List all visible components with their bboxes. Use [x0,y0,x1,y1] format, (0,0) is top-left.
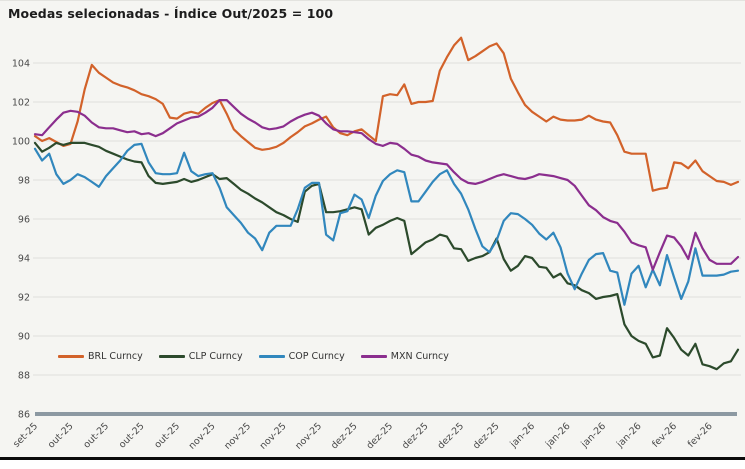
series-line-cop [33,142,740,306]
y-tick-label: 102 [12,98,30,109]
x-tick-label: dez-25 [329,421,360,452]
legend-swatch-brl [58,355,84,358]
x-tick-label: nov-25 [187,421,218,452]
x-tick-label: jan-26 [543,421,573,451]
chart-title: Moedas selecionadas - Índice Out/2025 = … [8,6,334,21]
x-tick-label: fev-26 [686,421,715,450]
legend-item-clp: CLP Curncy [158,351,243,362]
legend-item-cop: COP Curncy [258,351,345,362]
y-tick-label: 96 [18,215,30,226]
x-tick-label: nov-25 [222,421,253,452]
y-tick-label: 88 [18,371,30,382]
legend-item-mxn: MXN Curncy [360,351,449,362]
y-tick-label: 98 [18,176,30,187]
y-tick-label: 90 [18,332,30,343]
figure-bottom-border [0,457,745,460]
x-tick-label: jan-26 [614,421,644,451]
legend-label-brl: BRL Curncy [88,351,143,362]
x-tick-label: out-25 [46,421,76,451]
x-tick-label: set-25 [11,421,40,450]
legend-item-brl: BRL Curncy [58,351,143,362]
legend-swatch-mxn [360,355,387,358]
x-tick-label: nov-25 [258,421,289,452]
series-line-clp [33,141,740,371]
legend-swatch-clp [158,355,185,358]
x-tick-label: dez-25 [471,421,502,452]
x-tick-label: out-25 [81,421,111,451]
x-tick-label: dez-25 [364,421,395,452]
x-tick-label: dez-25 [400,421,431,452]
x-tick-label: out-25 [117,421,147,451]
legend-label-clp: CLP Curncy [188,351,243,362]
x-tick-label: nov-25 [293,421,324,452]
y-tick-label: 94 [18,254,30,265]
y-tick-label: 104 [12,59,30,70]
y-tick-label: 92 [18,293,30,304]
legend-swatch-cop [258,355,285,358]
series-line-mxn [33,98,740,271]
legend-label-mxn: MXN Curncy [390,351,449,362]
x-tick-label: dez-25 [436,421,467,452]
x-tick-label: fev-26 [650,421,679,450]
series-line-brl [33,36,740,192]
legend-label-cop: COP Curncy [288,351,345,362]
y-tick-label: 86 [18,410,30,421]
x-tick-label: out-25 [152,421,182,451]
x-tick-label: jan-26 [579,421,609,451]
chart-legend: BRL Curncy CLP Curncy COP Curncy MXN Cur… [58,351,449,362]
x-tick-label: jan-26 [507,421,537,451]
figure-bottom-margin [0,460,745,469]
y-tick-label: 100 [12,137,30,148]
